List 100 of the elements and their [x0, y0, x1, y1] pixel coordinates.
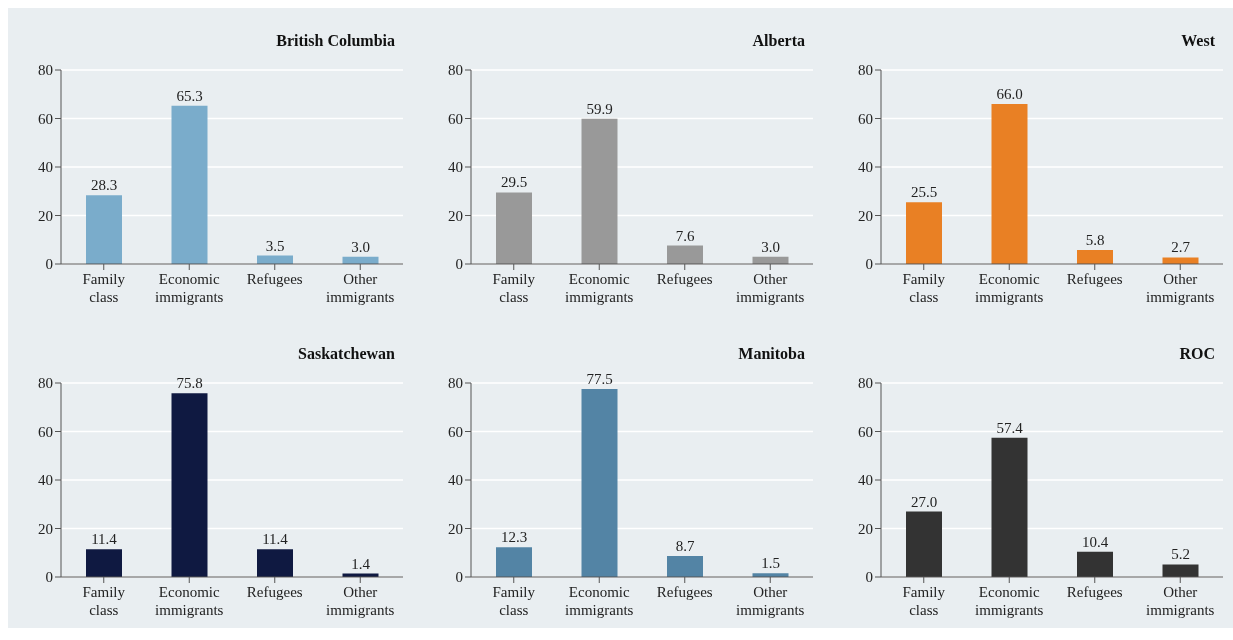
x-tick-label: Other immigrants	[1146, 271, 1215, 305]
y-tick-label: 20	[38, 207, 53, 224]
bar	[667, 555, 703, 577]
x-tick-label: Economic immigrants	[565, 271, 634, 305]
bar	[1077, 249, 1113, 264]
y-tick-label: 0	[865, 256, 873, 273]
x-tick-label: Refugees	[1066, 584, 1123, 600]
x-tick-label: Refugees	[246, 271, 303, 287]
y-tick-label: 40	[448, 159, 463, 176]
y-tick-label: 80	[38, 375, 53, 392]
data-label: 59.9	[586, 100, 613, 117]
y-tick-label: 40	[858, 472, 873, 489]
data-label: 28.3	[90, 177, 118, 194]
y-tick-label: 20	[448, 207, 463, 224]
y-tick-label: 0	[865, 569, 873, 586]
bar	[496, 547, 532, 577]
data-label: 11.4	[262, 531, 289, 548]
chart-title: West	[1181, 32, 1215, 50]
data-label: 12.3	[500, 529, 528, 546]
bar	[1162, 257, 1199, 264]
x-tick-label: Economic immigrants	[565, 584, 634, 618]
data-label: 7.6	[675, 227, 695, 244]
bar	[496, 192, 532, 264]
y-tick-label: 60	[38, 423, 53, 440]
chart-title: ROC	[1179, 345, 1215, 363]
x-tick-label: Other immigrants	[1146, 584, 1215, 618]
data-label: 3.5	[265, 237, 285, 254]
chart-title: Alberta	[752, 32, 805, 50]
x-tick-label: Refugees	[656, 271, 713, 287]
x-tick-label: Other immigrants	[736, 584, 805, 618]
x-tick-label: Family class	[82, 271, 126, 305]
chart-title: Saskatchewan	[298, 345, 395, 363]
x-tick-label: Economic immigrants	[975, 584, 1044, 618]
data-label: 57.4	[996, 419, 1024, 436]
x-tick-label: Family class	[492, 271, 536, 305]
bar	[991, 103, 1028, 264]
y-tick-label: 20	[858, 520, 873, 537]
data-label: 1.5	[761, 555, 780, 572]
y-tick-label: 40	[38, 159, 53, 176]
y-tick-label: 20	[858, 207, 873, 224]
data-label: 75.8	[176, 375, 203, 392]
y-tick-label: 0	[455, 569, 463, 586]
x-tick-label: Family class	[492, 584, 536, 618]
data-label: 25.5	[910, 184, 938, 201]
y-tick-label: 60	[38, 110, 53, 127]
y-tick-label: 40	[448, 472, 463, 489]
y-tick-label: 0	[45, 569, 53, 586]
y-tick-label: 80	[448, 62, 463, 79]
data-label: 65.3	[176, 87, 203, 104]
data-label: 2.7	[1171, 239, 1191, 256]
bar	[257, 549, 293, 577]
data-label: 3.0	[761, 238, 780, 255]
bar	[581, 118, 618, 264]
bar	[667, 245, 703, 264]
y-tick-label: 60	[448, 110, 463, 127]
x-tick-label: Family class	[902, 271, 946, 305]
x-tick-label: Economic immigrants	[155, 584, 224, 618]
bar	[906, 202, 942, 264]
x-tick-label: Other immigrants	[326, 271, 395, 305]
bar	[991, 437, 1028, 577]
x-tick-label: Family class	[82, 584, 126, 618]
data-label: 5.8	[1085, 231, 1105, 248]
y-tick-label: 40	[858, 159, 873, 176]
bar	[581, 389, 618, 577]
bar	[171, 105, 208, 264]
data-label: 8.7	[675, 537, 695, 554]
y-tick-label: 80	[38, 62, 53, 79]
bar	[1077, 551, 1113, 577]
x-tick-label: Other immigrants	[326, 584, 395, 618]
bar	[86, 195, 122, 264]
y-tick-label: 0	[455, 256, 463, 273]
bar	[1162, 564, 1199, 577]
x-tick-label: Economic immigrants	[155, 271, 224, 305]
chart-title: Manitoba	[738, 345, 805, 363]
data-label: 5.2	[1171, 546, 1190, 563]
data-label: 66.0	[996, 85, 1023, 102]
x-tick-label: Refugees	[1066, 271, 1123, 287]
y-tick-label: 80	[858, 375, 873, 392]
x-tick-label: Economic immigrants	[975, 271, 1044, 305]
x-tick-label: Refugees	[246, 584, 303, 600]
data-label: 10.4	[1081, 533, 1109, 550]
bar	[171, 393, 208, 577]
y-tick-label: 20	[448, 520, 463, 537]
data-label: 27.0	[910, 493, 938, 510]
y-tick-label: 60	[858, 423, 873, 440]
x-tick-label: Family class	[902, 584, 946, 618]
data-label: 11.4	[91, 531, 118, 548]
y-tick-label: 20	[38, 520, 53, 537]
y-tick-label: 60	[448, 423, 463, 440]
data-label: 1.4	[351, 555, 371, 572]
y-tick-label: 40	[38, 472, 53, 489]
y-tick-label: 60	[858, 110, 873, 127]
x-tick-label: Refugees	[656, 584, 713, 600]
data-label: 29.5	[500, 174, 528, 191]
bar	[86, 549, 122, 577]
data-label: 3.0	[351, 238, 370, 255]
y-tick-label: 80	[448, 375, 463, 392]
chart-title: British Columbia	[276, 32, 395, 50]
y-tick-label: 0	[45, 256, 53, 273]
x-tick-label: Other immigrants	[736, 271, 805, 305]
